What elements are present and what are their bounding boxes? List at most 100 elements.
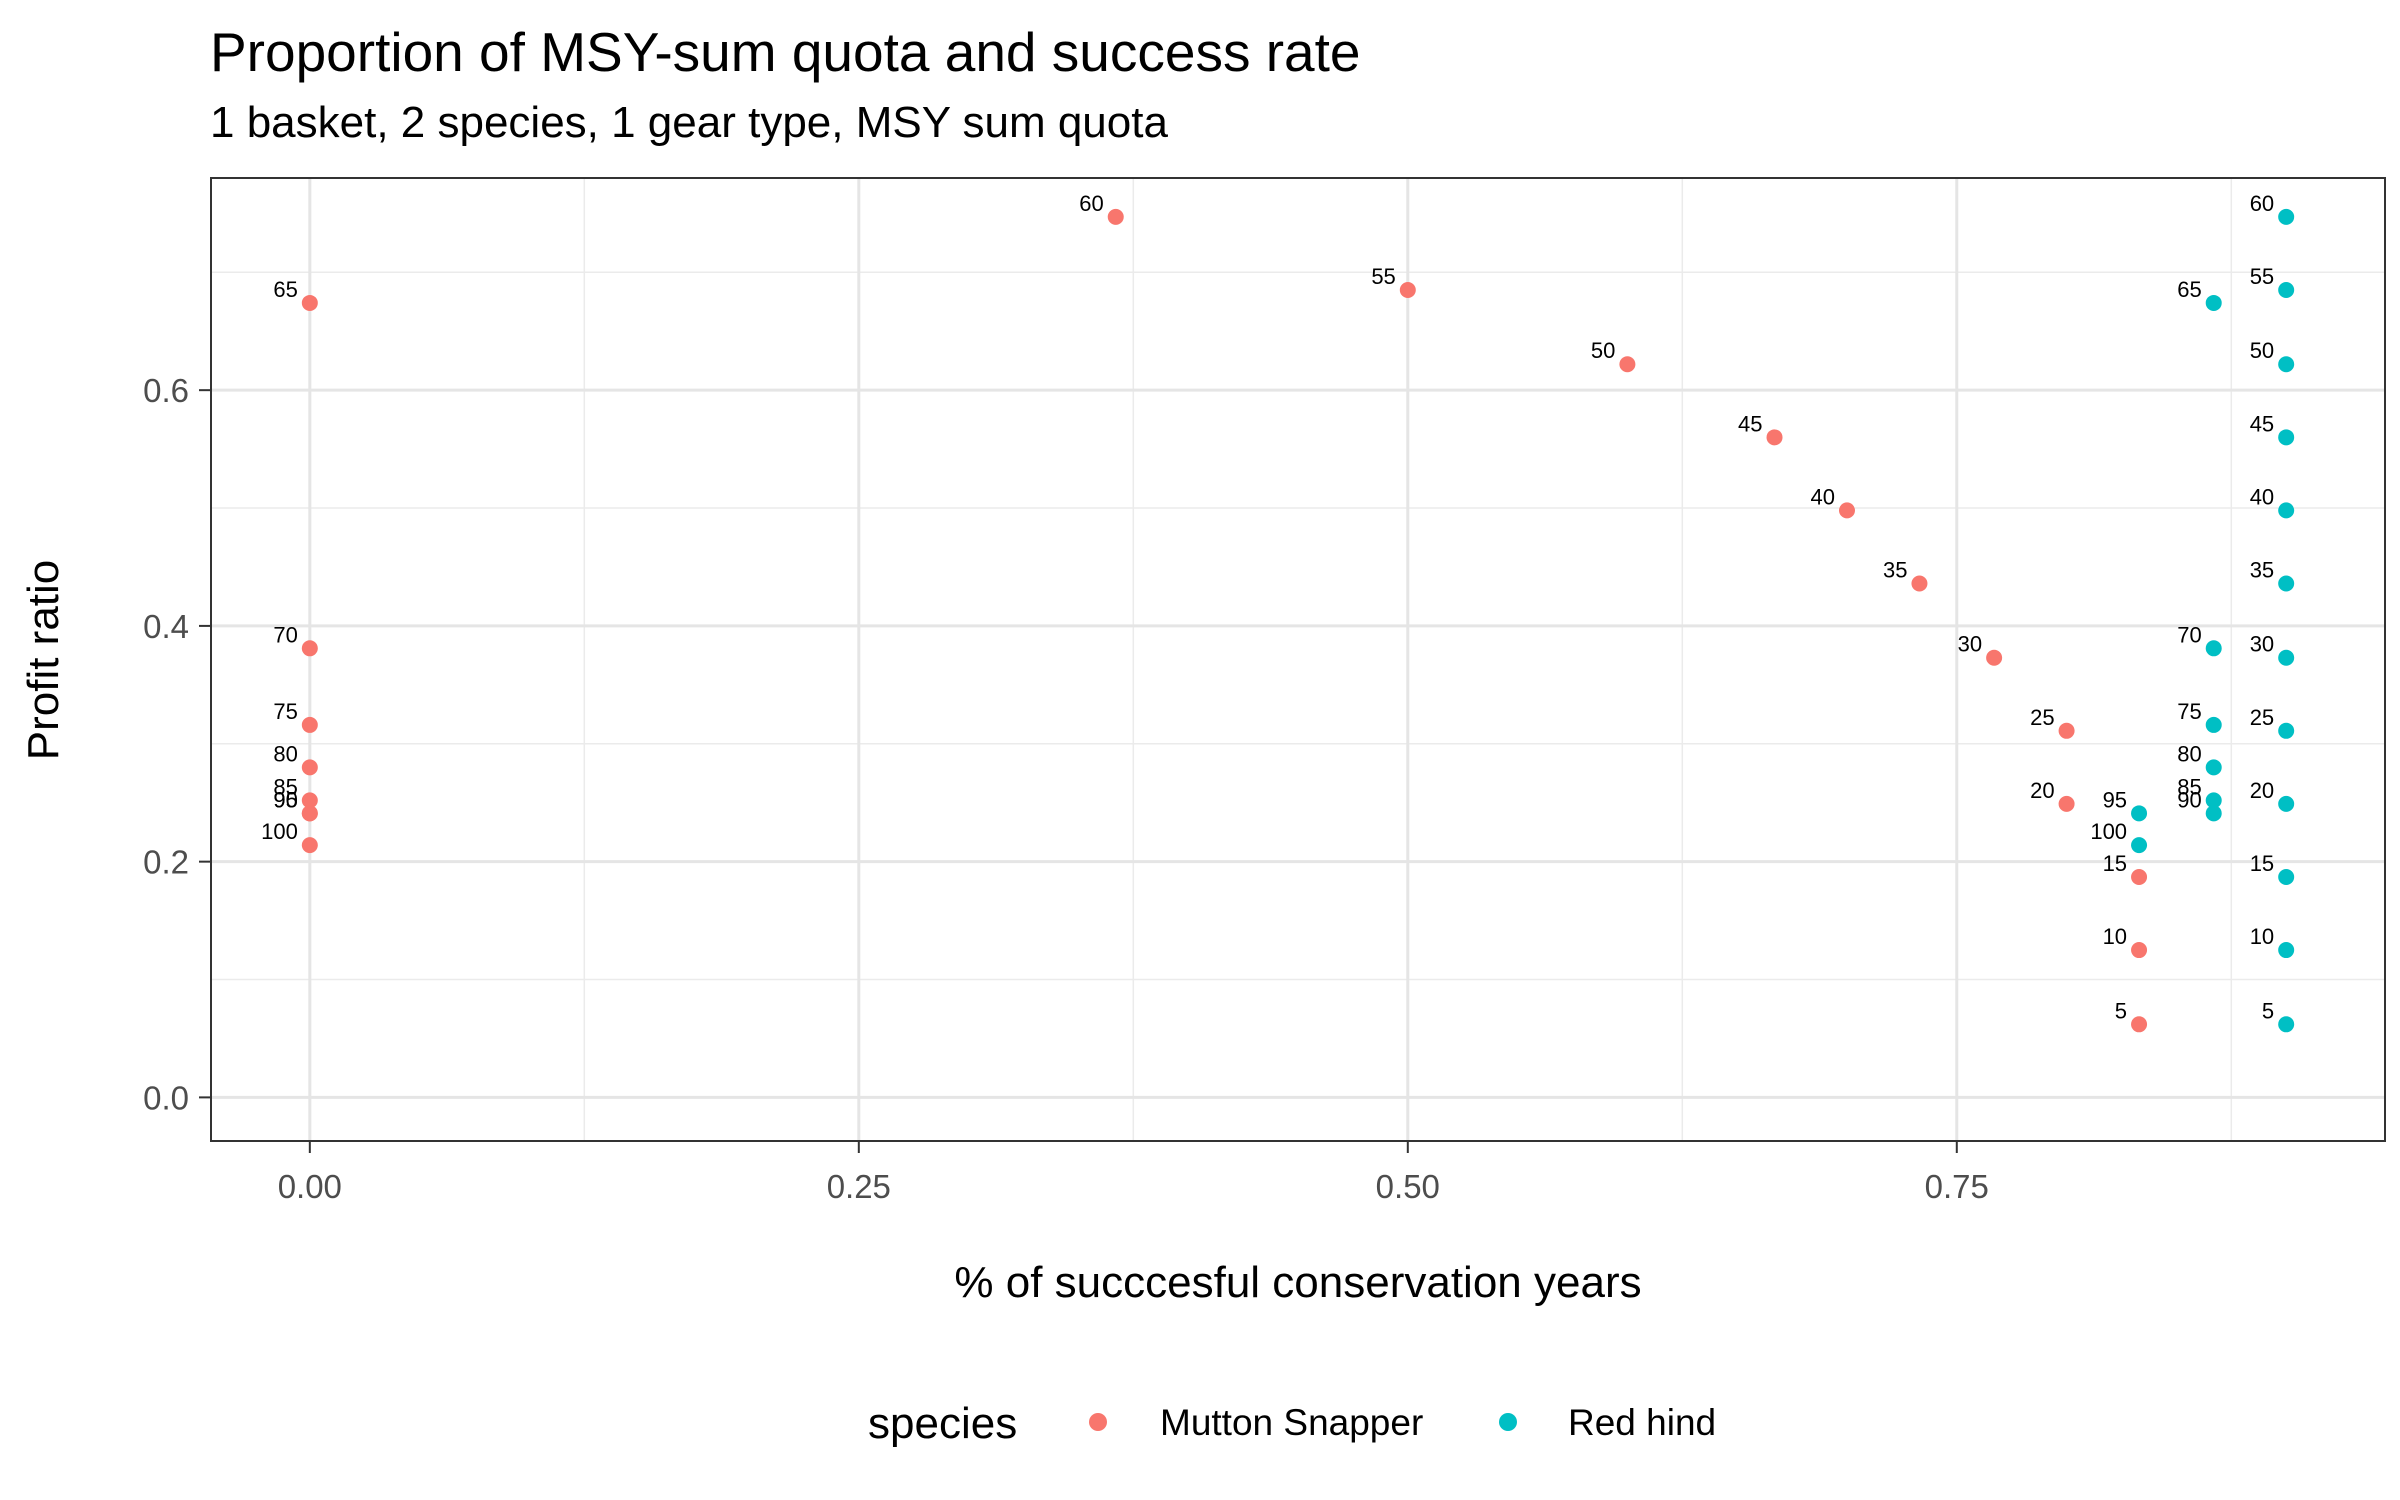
point-label-red-hind: 95 — [2103, 787, 2127, 812]
point-label-red-hind: 5 — [2262, 998, 2274, 1023]
data-point-mutton-snapper — [1911, 575, 1928, 592]
point-label-red-hind: 85 — [2177, 774, 2201, 799]
point-label-red-hind: 65 — [2177, 277, 2201, 302]
x-axis-title: % of succcesful conservation years — [954, 1258, 1641, 1307]
data-point-mutton-snapper — [2058, 722, 2075, 739]
axis-layer: 0.00 0.25 0.50 0.75 0.0 0.2 0.4 0.6 — [143, 372, 1989, 1205]
data-point-red-hind — [2278, 868, 2295, 885]
point-label-mutton-snapper: 90 — [273, 787, 297, 812]
data-point-mutton-snapper — [2131, 868, 2148, 885]
points-layer — [301, 208, 2295, 1033]
point-label-mutton-snapper: 100 — [261, 819, 298, 844]
data-point-red-hind — [2205, 294, 2222, 311]
y-tick-label: 0.0 — [143, 1079, 189, 1116]
data-point-mutton-snapper — [1986, 649, 2003, 666]
point-label-mutton-snapper: 20 — [2030, 778, 2054, 803]
point-label-mutton-snapper: 60 — [1079, 191, 1103, 216]
y-tick-label: 0.6 — [143, 372, 189, 409]
point-label-red-hind: 70 — [2177, 622, 2201, 647]
point-label-mutton-snapper: 50 — [1591, 338, 1615, 363]
point-label-mutton-snapper: 75 — [273, 699, 297, 724]
point-label-red-hind: 15 — [2250, 851, 2274, 876]
point-label-mutton-snapper: 65 — [273, 277, 297, 302]
point-label-red-hind: 55 — [2250, 264, 2274, 289]
point-label-mutton-snapper: 95 — [273, 787, 297, 812]
point-label-mutton-snapper: 85 — [273, 774, 297, 799]
point-label-red-hind: 35 — [2250, 557, 2274, 582]
data-point-red-hind — [2278, 942, 2295, 959]
data-point-red-hind — [2205, 716, 2222, 733]
legend-title: species — [868, 1399, 1017, 1448]
legend-key-mutton-snapper — [1089, 1413, 1107, 1431]
data-point-mutton-snapper — [301, 792, 318, 809]
data-point-mutton-snapper — [2131, 1016, 2148, 1033]
point-label-red-hind: 45 — [2250, 411, 2274, 436]
data-point-mutton-snapper — [1766, 429, 1783, 446]
data-point-red-hind — [2278, 429, 2295, 446]
point-labels-layer: 5101520253035404550556065707580859095100… — [261, 191, 2274, 1023]
data-point-red-hind — [2278, 356, 2295, 373]
data-point-red-hind — [2205, 759, 2222, 776]
legend: species Mutton Snapper Red hind — [868, 1399, 1716, 1448]
point-label-mutton-snapper: 55 — [1371, 264, 1395, 289]
data-point-red-hind — [2278, 1016, 2295, 1033]
data-point-mutton-snapper — [301, 759, 318, 776]
data-point-mutton-snapper — [301, 805, 318, 822]
point-label-mutton-snapper: 25 — [2030, 705, 2054, 730]
data-point-mutton-snapper — [1838, 502, 1855, 519]
point-label-mutton-snapper: 80 — [273, 741, 297, 766]
point-label-red-hind: 40 — [2250, 484, 2274, 509]
y-tick-label: 0.2 — [143, 844, 189, 881]
data-point-red-hind — [2278, 722, 2295, 739]
grid-layer — [211, 178, 2385, 1141]
point-label-mutton-snapper: 30 — [1958, 632, 1982, 657]
point-label-red-hind: 90 — [2177, 787, 2201, 812]
data-point-mutton-snapper — [2131, 942, 2148, 959]
point-label-mutton-snapper: 35 — [1883, 557, 1907, 582]
x-tick-label: 0.25 — [827, 1168, 891, 1205]
panel-border — [210, 177, 2386, 1142]
x-tick-label: 0.50 — [1376, 1168, 1440, 1205]
point-label-red-hind: 50 — [2250, 338, 2274, 363]
x-tick-label: 0.00 — [278, 1168, 342, 1205]
chart-title: Proportion of MSY-sum quota and success … — [210, 21, 1361, 83]
data-point-red-hind — [2205, 805, 2222, 822]
point-label-mutton-snapper: 45 — [1738, 411, 1762, 436]
point-label-red-hind: 25 — [2250, 705, 2274, 730]
data-point-mutton-snapper — [1107, 208, 1124, 225]
data-point-red-hind — [2131, 837, 2148, 854]
data-point-mutton-snapper — [1619, 356, 1636, 373]
point-label-red-hind: 100 — [2090, 819, 2127, 844]
point-label-red-hind: 30 — [2250, 632, 2274, 657]
point-label-mutton-snapper: 70 — [273, 622, 297, 647]
data-point-red-hind — [2278, 795, 2295, 812]
point-label-mutton-snapper: 10 — [2103, 924, 2127, 949]
data-point-mutton-snapper — [301, 294, 318, 311]
chart-subtitle: 1 basket, 2 species, 1 gear type, MSY su… — [210, 98, 1168, 147]
data-point-red-hind — [2205, 792, 2222, 809]
data-point-mutton-snapper — [301, 837, 318, 854]
x-tick-label: 0.75 — [1925, 1168, 1989, 1205]
point-label-mutton-snapper: 15 — [2103, 851, 2127, 876]
y-tick-label: 0.4 — [143, 608, 189, 645]
data-point-red-hind — [2131, 805, 2148, 822]
data-point-red-hind — [2278, 208, 2295, 225]
point-label-mutton-snapper: 5 — [2115, 998, 2127, 1023]
data-point-mutton-snapper — [301, 716, 318, 733]
data-point-red-hind — [2278, 575, 2295, 592]
point-label-red-hind: 60 — [2250, 191, 2274, 216]
point-label-red-hind: 10 — [2250, 924, 2274, 949]
data-point-mutton-snapper — [2058, 795, 2075, 812]
data-point-red-hind — [2278, 502, 2295, 519]
data-point-mutton-snapper — [1399, 281, 1416, 298]
point-label-red-hind: 75 — [2177, 699, 2201, 724]
point-label-red-hind: 20 — [2250, 778, 2274, 803]
data-point-mutton-snapper — [301, 640, 318, 657]
data-point-red-hind — [2278, 281, 2295, 298]
legend-label-mutton-snapper: Mutton Snapper — [1160, 1402, 1423, 1443]
legend-label-red-hind: Red hind — [1568, 1402, 1716, 1443]
point-label-mutton-snapper: 40 — [1811, 484, 1835, 509]
data-point-red-hind — [2278, 649, 2295, 666]
data-point-red-hind — [2205, 640, 2222, 657]
